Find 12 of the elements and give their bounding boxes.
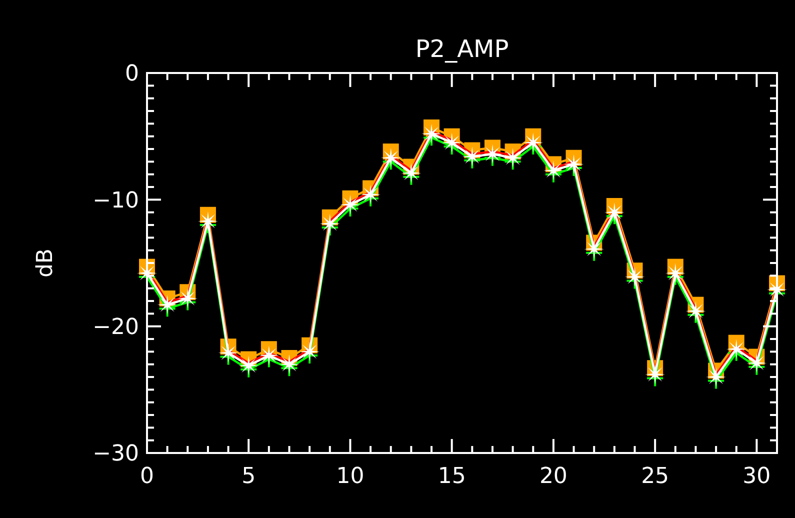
y-axis-title: dB — [33, 248, 58, 278]
x-tick-label: 25 — [641, 464, 670, 489]
x-tick-label: 15 — [438, 464, 466, 489]
chart-title: P2_AMP — [415, 35, 509, 63]
x-tick-label: 5 — [242, 464, 256, 489]
x-tick-label: 10 — [336, 464, 364, 489]
x-tick-label: 20 — [539, 464, 568, 489]
y-tick-label: 0 — [125, 62, 139, 87]
y-tick-label: −30 — [92, 442, 139, 467]
x-tick-label: 30 — [742, 464, 771, 489]
y-tick-label: −10 — [92, 188, 139, 214]
y-tick-label: −20 — [92, 315, 139, 340]
